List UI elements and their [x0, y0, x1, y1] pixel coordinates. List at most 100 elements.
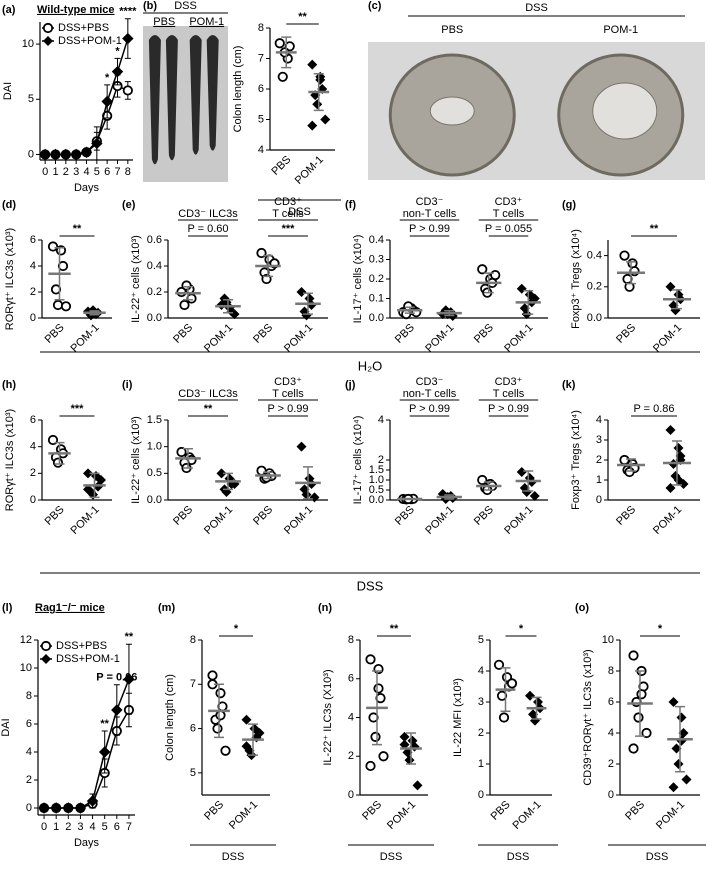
panel-label: (o) — [575, 602, 589, 614]
data-point — [669, 782, 679, 792]
y-axis-label: DAI — [2, 82, 14, 100]
y-tick-label: 0.5 — [147, 467, 162, 479]
group-label: CD3⁻ ILC3s — [178, 388, 238, 400]
y-tick-label: 2 — [30, 467, 36, 479]
x-tick-label: 6 — [104, 166, 110, 178]
data-point — [517, 467, 527, 477]
x-tick-label: 5 — [94, 166, 100, 178]
y-axis-label: CD39⁺RORγt⁺ ILC3s (x10³) — [582, 649, 594, 785]
data-point — [297, 442, 307, 452]
comparison-label: * — [658, 623, 663, 635]
data-point — [124, 86, 132, 94]
y-tick-label: 6 — [26, 718, 32, 730]
data-point — [413, 780, 423, 790]
data-point — [374, 684, 382, 692]
x-tick-label: PBS — [171, 504, 195, 528]
y-tick-label: 1.0 — [147, 441, 162, 453]
panel-label: (b) — [143, 0, 157, 12]
data-point — [307, 121, 317, 131]
data-point — [112, 705, 122, 715]
y-tick-label: 5 — [190, 767, 196, 779]
legend-label: DSS+POM-1 — [58, 35, 122, 47]
chart-title: Wild-type mice — [37, 4, 115, 16]
y-tick-label: 0 — [30, 312, 36, 324]
legend-marker — [41, 654, 51, 664]
legend-marker — [43, 36, 53, 46]
data-point — [674, 759, 684, 769]
data-point — [366, 762, 374, 770]
x-tick-label: 8 — [125, 166, 131, 178]
x-axis-label: Days — [74, 182, 100, 194]
data-point — [180, 301, 188, 309]
y-tick-label: 2 — [596, 454, 602, 466]
panel-label: (l) — [2, 602, 13, 614]
data-point — [525, 691, 535, 701]
annotation: ** — [125, 631, 134, 643]
x-tick-label: PBS — [360, 799, 384, 823]
x-tick-label: 7 — [114, 166, 120, 178]
y-axis-label: RORγt⁺ ILC3s (x10³) — [4, 228, 16, 330]
x-tick-label: POM-1 — [293, 154, 326, 187]
panel-label: (g) — [562, 199, 576, 211]
y-axis-label: Foxp3⁺ Tregs (x10⁴) — [570, 229, 582, 329]
x-tick-label: PBS — [251, 322, 275, 346]
group-label: non-T cells — [403, 208, 457, 220]
panel-label: (n) — [318, 602, 332, 614]
data-point — [242, 715, 252, 725]
annotation: * — [105, 72, 110, 84]
data-point — [629, 744, 637, 752]
x-tick-label: PBS — [43, 504, 67, 528]
photo-lumen — [593, 83, 657, 139]
group-label: CD3⁺ — [274, 196, 302, 208]
data-point — [674, 443, 684, 453]
y-tick-label: 2 — [378, 454, 384, 466]
y-tick-label: 0.1 — [369, 292, 384, 304]
x-tick-label: PBS — [614, 504, 638, 528]
y-tick-label: 2 — [30, 286, 36, 298]
annotation: P = 0.06 — [96, 672, 137, 684]
y-axis-label: Foxp3⁺ Tregs (x10⁴) — [570, 410, 582, 510]
x-tick-label: 7 — [126, 821, 132, 833]
data-point — [366, 655, 374, 663]
data-point — [307, 60, 317, 70]
y-axis-label: IL-22⁺ cells (x10³) — [130, 416, 142, 504]
data-point — [62, 302, 70, 310]
x-tick-label: POM-1 — [282, 322, 315, 355]
x-tick-label: PBS — [472, 504, 496, 528]
data-point — [208, 671, 216, 679]
comparison-label: ** — [73, 223, 82, 235]
y-tick-label: 3 — [596, 434, 602, 446]
y-tick-label: 0.2 — [147, 286, 162, 298]
legend-label: DSS+POM-1 — [56, 653, 120, 665]
x-tick-label: PBS — [393, 322, 417, 346]
data-point — [379, 752, 387, 760]
y-tick-label: 6 — [30, 414, 36, 426]
data-point — [491, 271, 499, 279]
comparison-label: ** — [390, 623, 399, 635]
y-tick-label: 4 — [30, 260, 36, 272]
y-tick-label: 8 — [348, 634, 354, 646]
y-tick-label: 5 — [258, 113, 264, 125]
y-tick-label: 0.2 — [587, 281, 602, 293]
image-header: DSS — [525, 2, 548, 14]
legend-label: DSS+PBS — [56, 640, 107, 652]
group-label: CD3⁺ — [495, 196, 523, 208]
y-tick-label: 4 — [26, 746, 32, 758]
group-label: T cells — [493, 388, 525, 400]
group-label: CD3⁺ — [274, 376, 302, 388]
annotation: * — [115, 45, 120, 57]
y-tick-label: 0 — [26, 802, 32, 814]
data-point — [508, 679, 516, 687]
footer-label: DSS — [507, 851, 530, 863]
comparison-label: P > 0.99 — [409, 403, 450, 415]
y-tick-label: 0.0 — [147, 494, 162, 506]
y-tick-label: 0 — [348, 789, 354, 801]
data-point — [500, 713, 508, 721]
footer-label: DSS — [646, 851, 669, 863]
x-tick-label: POM-1 — [385, 799, 418, 832]
x-tick-label: POM-1 — [423, 504, 456, 537]
data-point — [634, 713, 642, 721]
image-label: POM-1 — [189, 16, 224, 28]
x-tick-label: 4 — [83, 166, 89, 178]
